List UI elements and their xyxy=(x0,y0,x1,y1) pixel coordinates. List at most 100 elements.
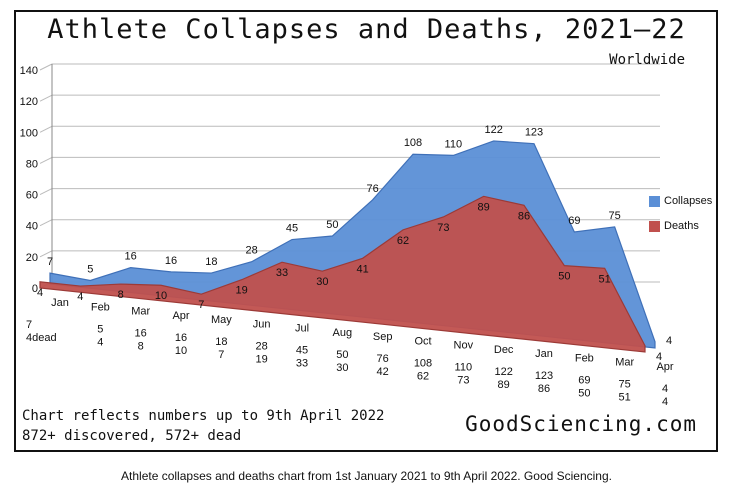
gridline-side xyxy=(39,156,53,164)
data-label-collapses: 4 xyxy=(666,335,672,347)
site-name: GoodSciencing.com xyxy=(465,412,697,436)
data-label-deaths: 41 xyxy=(357,263,369,275)
image-caption: Athlete collapses and deaths chart from … xyxy=(121,469,612,483)
data-label-deaths: 73 xyxy=(437,222,449,234)
legend-swatch-collapses xyxy=(649,195,660,207)
gridline-side xyxy=(39,63,53,71)
y-tick-label: 20 xyxy=(26,252,38,264)
table-deaths: 10 xyxy=(175,345,187,357)
table-collapses: 122 xyxy=(494,366,512,378)
data-label-deaths: 51 xyxy=(599,273,611,285)
data-label-deaths: 50 xyxy=(558,271,570,283)
x-tick-label: Mar xyxy=(131,306,150,318)
table-collapses: 50 xyxy=(336,349,348,361)
gridline-side xyxy=(39,125,53,133)
table-collapses: 110 xyxy=(455,362,473,374)
data-label-collapses: 123 xyxy=(525,127,543,139)
x-tick-label: Feb xyxy=(91,301,110,313)
data-label-collapses: 28 xyxy=(246,245,258,257)
data-label-deaths: 4 xyxy=(77,291,83,303)
table-collapses: 69 xyxy=(578,374,590,386)
x-tick-label: Jun xyxy=(253,318,271,330)
data-label-collapses: 69 xyxy=(568,215,580,227)
x-tick-label: Nov xyxy=(454,340,474,352)
table-collapses: 75 xyxy=(619,379,631,391)
legend-item-collapses: Collapses xyxy=(649,195,712,207)
y-tick-label: 140 xyxy=(20,65,38,77)
table-deaths: 19 xyxy=(256,353,268,365)
data-label-deaths: 10 xyxy=(155,290,167,302)
gridline-side xyxy=(39,188,53,196)
chart-subtitle: Worldwide xyxy=(609,52,685,68)
table-deaths: 8 xyxy=(138,341,144,353)
y-tick-label: 80 xyxy=(26,158,38,170)
x-tick-label: Jan xyxy=(535,348,553,360)
table-deaths: 62 xyxy=(417,370,429,382)
y-tick-label: 100 xyxy=(20,127,38,139)
data-label-collapses: 50 xyxy=(326,219,338,231)
table-deaths: 4dead xyxy=(26,332,57,344)
gridline-side xyxy=(39,250,53,258)
x-tick-label: Aug xyxy=(333,327,353,339)
note-line-1: Chart reflects numbers up to 9th April 2… xyxy=(22,408,385,424)
table-collapses: 123 xyxy=(535,370,553,382)
table-deaths: 42 xyxy=(377,366,389,378)
data-label-deaths: 86 xyxy=(518,210,530,222)
table-collapses: 16 xyxy=(135,328,147,340)
legend-swatch-deaths xyxy=(649,220,660,232)
gridline-side xyxy=(39,94,53,102)
x-tick-label: Jul xyxy=(295,323,309,335)
data-label-deaths: 33 xyxy=(276,267,288,279)
table-collapses: 18 xyxy=(215,336,227,348)
table-deaths: 51 xyxy=(619,392,631,404)
data-label-deaths: 7 xyxy=(198,299,204,311)
data-label-collapses: 45 xyxy=(286,223,298,235)
table-collapses: 16 xyxy=(175,332,187,344)
data-label-collapses: 7 xyxy=(47,256,53,268)
table-collapses: 5 xyxy=(97,323,103,335)
data-label-collapses: 76 xyxy=(367,183,379,195)
table-deaths: 7 xyxy=(218,349,224,361)
data-label-deaths: 89 xyxy=(478,201,490,213)
table-collapses: 45 xyxy=(296,345,308,357)
table-deaths: 30 xyxy=(336,362,348,374)
legend-label-collapses: Collapses xyxy=(664,195,713,207)
y-tick-label: 0 xyxy=(32,283,38,295)
data-label-collapses: 122 xyxy=(484,124,502,136)
table-collapses: 108 xyxy=(414,357,432,369)
data-label-collapses: 16 xyxy=(165,255,177,267)
table-deaths: 4 xyxy=(97,336,103,348)
y-tick-label: 40 xyxy=(26,221,38,233)
table-deaths: 4 xyxy=(662,396,668,408)
data-label-deaths: 19 xyxy=(236,285,248,297)
table-deaths: 33 xyxy=(296,358,308,370)
table-deaths: 86 xyxy=(538,383,550,395)
note-line-2: 872+ discovered, 572+ dead xyxy=(22,428,242,444)
x-tick-label: May xyxy=(211,314,232,326)
x-tick-label: Feb xyxy=(575,352,594,364)
table-deaths: 89 xyxy=(498,379,510,391)
x-tick-label: Mar xyxy=(615,357,634,369)
gridline-side xyxy=(39,219,53,227)
table-deaths: 50 xyxy=(578,387,590,399)
data-label-deaths: 30 xyxy=(316,276,328,288)
x-tick-label: Dec xyxy=(494,344,514,356)
legend-label-deaths: Deaths xyxy=(664,220,699,232)
x-tick-label: Sep xyxy=(373,331,393,343)
y-tick-label: 60 xyxy=(26,190,38,202)
legend-item-deaths: Deaths xyxy=(649,220,699,232)
data-label-deaths: 62 xyxy=(397,235,409,247)
data-label-collapses: 16 xyxy=(125,251,137,263)
data-label-deaths: 4 xyxy=(37,287,43,299)
y-tick-label: 120 xyxy=(20,96,38,108)
table-deaths: 73 xyxy=(457,375,469,387)
table-collapses: 7 xyxy=(26,319,32,331)
data-label-collapses: 5 xyxy=(87,263,93,275)
x-tick-label: Oct xyxy=(414,335,431,347)
data-label-collapses: 108 xyxy=(404,137,422,149)
table-collapses: 28 xyxy=(256,340,268,352)
table-collapses: 4 xyxy=(662,383,668,395)
area-deaths xyxy=(39,195,646,353)
x-tick-label: Jan xyxy=(51,297,69,309)
